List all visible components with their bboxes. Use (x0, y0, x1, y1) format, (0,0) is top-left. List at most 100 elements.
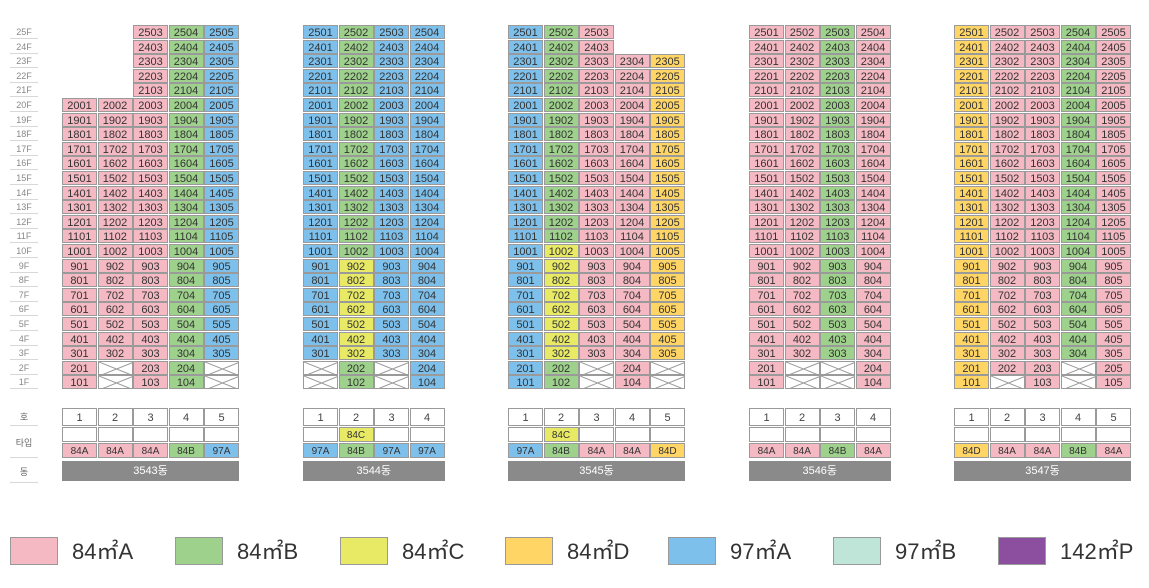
unit-cell[interactable]: 1803 (579, 127, 614, 142)
unit-cell[interactable]: 603 (1025, 302, 1060, 317)
unit-cell[interactable]: 1402 (338, 185, 374, 200)
unit-cell[interactable]: 2101 (954, 83, 989, 98)
unit-cell[interactable]: 2502 (989, 25, 1025, 39)
unit-cell[interactable]: 903 (579, 258, 614, 273)
unit-cell[interactable]: 2005 (650, 98, 685, 112)
unit-cell[interactable]: 1703 (579, 141, 614, 156)
unit-cell[interactable]: 201 (954, 360, 989, 375)
unit-cell[interactable]: 204 (168, 360, 204, 375)
unit-cell[interactable]: 2104 (855, 83, 891, 98)
unit-cell[interactable]: 2004 (1060, 98, 1096, 112)
unit-cell[interactable]: 803 (579, 273, 614, 288)
unit-cell[interactable]: 304 (855, 346, 891, 361)
unit-cell[interactable]: 704 (614, 287, 650, 302)
unit-cell[interactable]: 1605 (1096, 156, 1131, 171)
unit-cell[interactable]: 1505 (650, 171, 685, 185)
unit-cell[interactable]: 1302 (338, 200, 374, 215)
unit-cell[interactable]: 1103 (1025, 229, 1060, 244)
unit-cell[interactable]: 1904 (1060, 112, 1096, 127)
unit-cell[interactable]: 1405 (204, 185, 239, 200)
unit-cell[interactable]: 304 (168, 346, 204, 361)
unit-cell[interactable]: 104 (614, 375, 650, 390)
unit-cell[interactable]: 1103 (374, 229, 409, 244)
unit-cell[interactable]: 705 (650, 287, 685, 302)
unit-cell[interactable]: 603 (374, 302, 409, 317)
unit-cell[interactable]: 1704 (409, 141, 445, 156)
unit-cell[interactable]: 2405 (204, 39, 239, 54)
unit-cell[interactable]: 305 (204, 346, 239, 361)
unit-cell[interactable]: 804 (614, 273, 650, 288)
unit-cell[interactable]: 1705 (650, 141, 685, 156)
unit-cell[interactable]: 1503 (1025, 171, 1060, 185)
unit-cell[interactable]: 2102 (784, 83, 820, 98)
unit-cell[interactable]: 2505 (204, 25, 239, 39)
unit-cell[interactable]: 903 (374, 258, 409, 273)
unit-cell[interactable]: 1404 (855, 185, 891, 200)
unit-cell[interactable]: 605 (1096, 302, 1131, 317)
unit-cell[interactable]: 1402 (543, 185, 579, 200)
unit-cell[interactable]: 402 (989, 331, 1025, 346)
unit-cell[interactable]: 1304 (409, 200, 445, 215)
unit-cell[interactable]: 2004 (855, 98, 891, 112)
unit-cell[interactable]: 2103 (579, 83, 614, 98)
unit-cell[interactable]: 902 (784, 258, 820, 273)
unit-cell[interactable]: 2201 (954, 68, 989, 83)
unit-cell[interactable]: 1604 (409, 156, 445, 171)
unit-cell[interactable]: 1105 (650, 229, 685, 244)
unit-cell[interactable]: 102 (543, 375, 579, 390)
unit-cell[interactable]: 1902 (784, 112, 820, 127)
unit-cell[interactable]: 1104 (1060, 229, 1096, 244)
unit-cell[interactable]: 2301 (954, 54, 989, 69)
unit-cell[interactable]: 1702 (543, 141, 579, 156)
unit-cell[interactable]: 1101 (508, 229, 543, 244)
unit-cell[interactable]: 1603 (1025, 156, 1060, 171)
unit-cell[interactable]: 1003 (820, 244, 855, 258)
unit-cell[interactable]: 905 (650, 258, 685, 273)
unit-cell[interactable]: 1802 (338, 127, 374, 142)
unit-cell[interactable]: 2501 (508, 25, 543, 39)
unit-cell[interactable]: 1503 (374, 171, 409, 185)
unit-cell[interactable]: 801 (508, 273, 543, 288)
unit-cell[interactable]: 1103 (133, 229, 168, 244)
unit-cell[interactable]: 2401 (954, 39, 989, 54)
unit-cell[interactable]: 504 (855, 317, 891, 331)
unit-cell[interactable]: 1004 (614, 244, 650, 258)
unit-cell[interactable]: 1601 (749, 156, 784, 171)
unit-cell[interactable]: 405 (1096, 331, 1131, 346)
unit-cell[interactable]: 103 (1025, 375, 1060, 390)
unit-cell[interactable]: 1105 (1096, 229, 1131, 244)
unit-cell[interactable]: 1304 (1060, 200, 1096, 215)
unit-cell[interactable]: 1003 (1025, 244, 1060, 258)
unit-cell[interactable]: 204 (614, 360, 650, 375)
unit-cell[interactable]: 2203 (133, 68, 168, 83)
unit-cell[interactable]: 1505 (1096, 171, 1131, 185)
unit-cell[interactable]: 1301 (303, 200, 338, 215)
unit-cell[interactable]: 1702 (97, 141, 133, 156)
unit-cell[interactable]: 1904 (855, 112, 891, 127)
unit-cell[interactable]: 205 (1096, 360, 1131, 375)
unit-cell[interactable]: 301 (749, 346, 784, 361)
unit-cell[interactable]: 1803 (820, 127, 855, 142)
unit-cell[interactable]: 2502 (543, 25, 579, 39)
unit-cell[interactable]: 2302 (543, 54, 579, 69)
unit-cell[interactable]: 1702 (784, 141, 820, 156)
unit-cell[interactable]: 505 (650, 317, 685, 331)
unit-cell[interactable]: 1302 (784, 200, 820, 215)
unit-cell[interactable]: 1504 (409, 171, 445, 185)
unit-cell[interactable]: 202 (989, 360, 1025, 375)
unit-cell[interactable]: 303 (133, 346, 168, 361)
unit-cell[interactable]: 1605 (204, 156, 239, 171)
unit-cell[interactable]: 1202 (543, 214, 579, 229)
unit-cell[interactable]: 1901 (954, 112, 989, 127)
unit-cell[interactable]: 2002 (543, 98, 579, 112)
unit-cell[interactable]: 903 (820, 258, 855, 273)
unit-cell[interactable]: 1402 (784, 185, 820, 200)
unit-cell[interactable]: 2304 (855, 54, 891, 69)
unit-cell[interactable]: 403 (133, 331, 168, 346)
unit-cell[interactable]: 803 (1025, 273, 1060, 288)
unit-cell[interactable]: 1103 (579, 229, 614, 244)
unit-cell[interactable]: 502 (784, 317, 820, 331)
unit-cell[interactable]: 2301 (303, 54, 338, 69)
unit-cell[interactable]: 2001 (303, 98, 338, 112)
unit-cell[interactable]: 2501 (954, 25, 989, 39)
